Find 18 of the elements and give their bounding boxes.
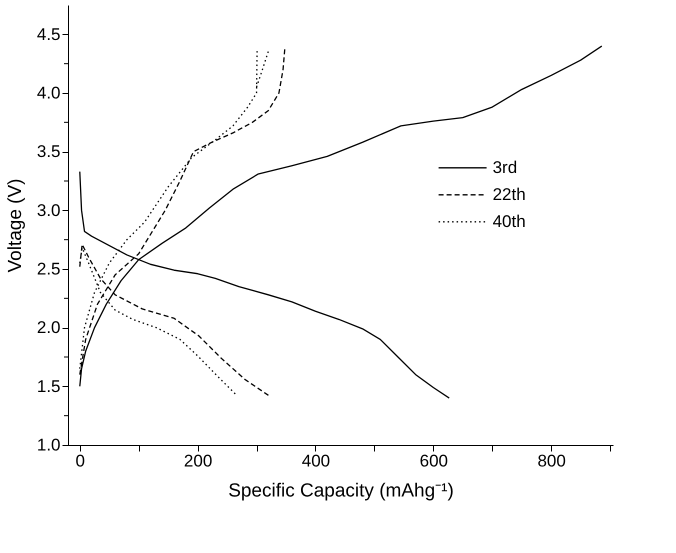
x-tick-label: 0 [76, 452, 86, 470]
y-tick-label: 4.0 [36, 84, 60, 102]
y-tick-label: 1.5 [36, 376, 60, 396]
legend-label: 3rd [492, 158, 518, 177]
y-tick-label: 1.0 [36, 436, 60, 454]
x-tick-label: 200 [184, 452, 212, 470]
x-tick-label: 600 [420, 452, 448, 470]
y-axis-title: Voltage (V) [4, 178, 26, 272]
y-tick-label: 4.5 [36, 24, 60, 44]
x-tick-label: 800 [537, 452, 566, 470]
legend-label: 40th [492, 212, 526, 231]
x-tick-label: 400 [302, 452, 330, 470]
x-axis-title: Specific Capacity (mAhg⁻¹) [228, 480, 454, 502]
y-tick-label: 2.0 [36, 318, 60, 338]
y-tick-label: 3.0 [36, 200, 60, 220]
y-tick-label: 2.5 [36, 260, 60, 278]
y-tick-label: 3.5 [36, 142, 60, 162]
legend-label: 22th [492, 184, 526, 204]
